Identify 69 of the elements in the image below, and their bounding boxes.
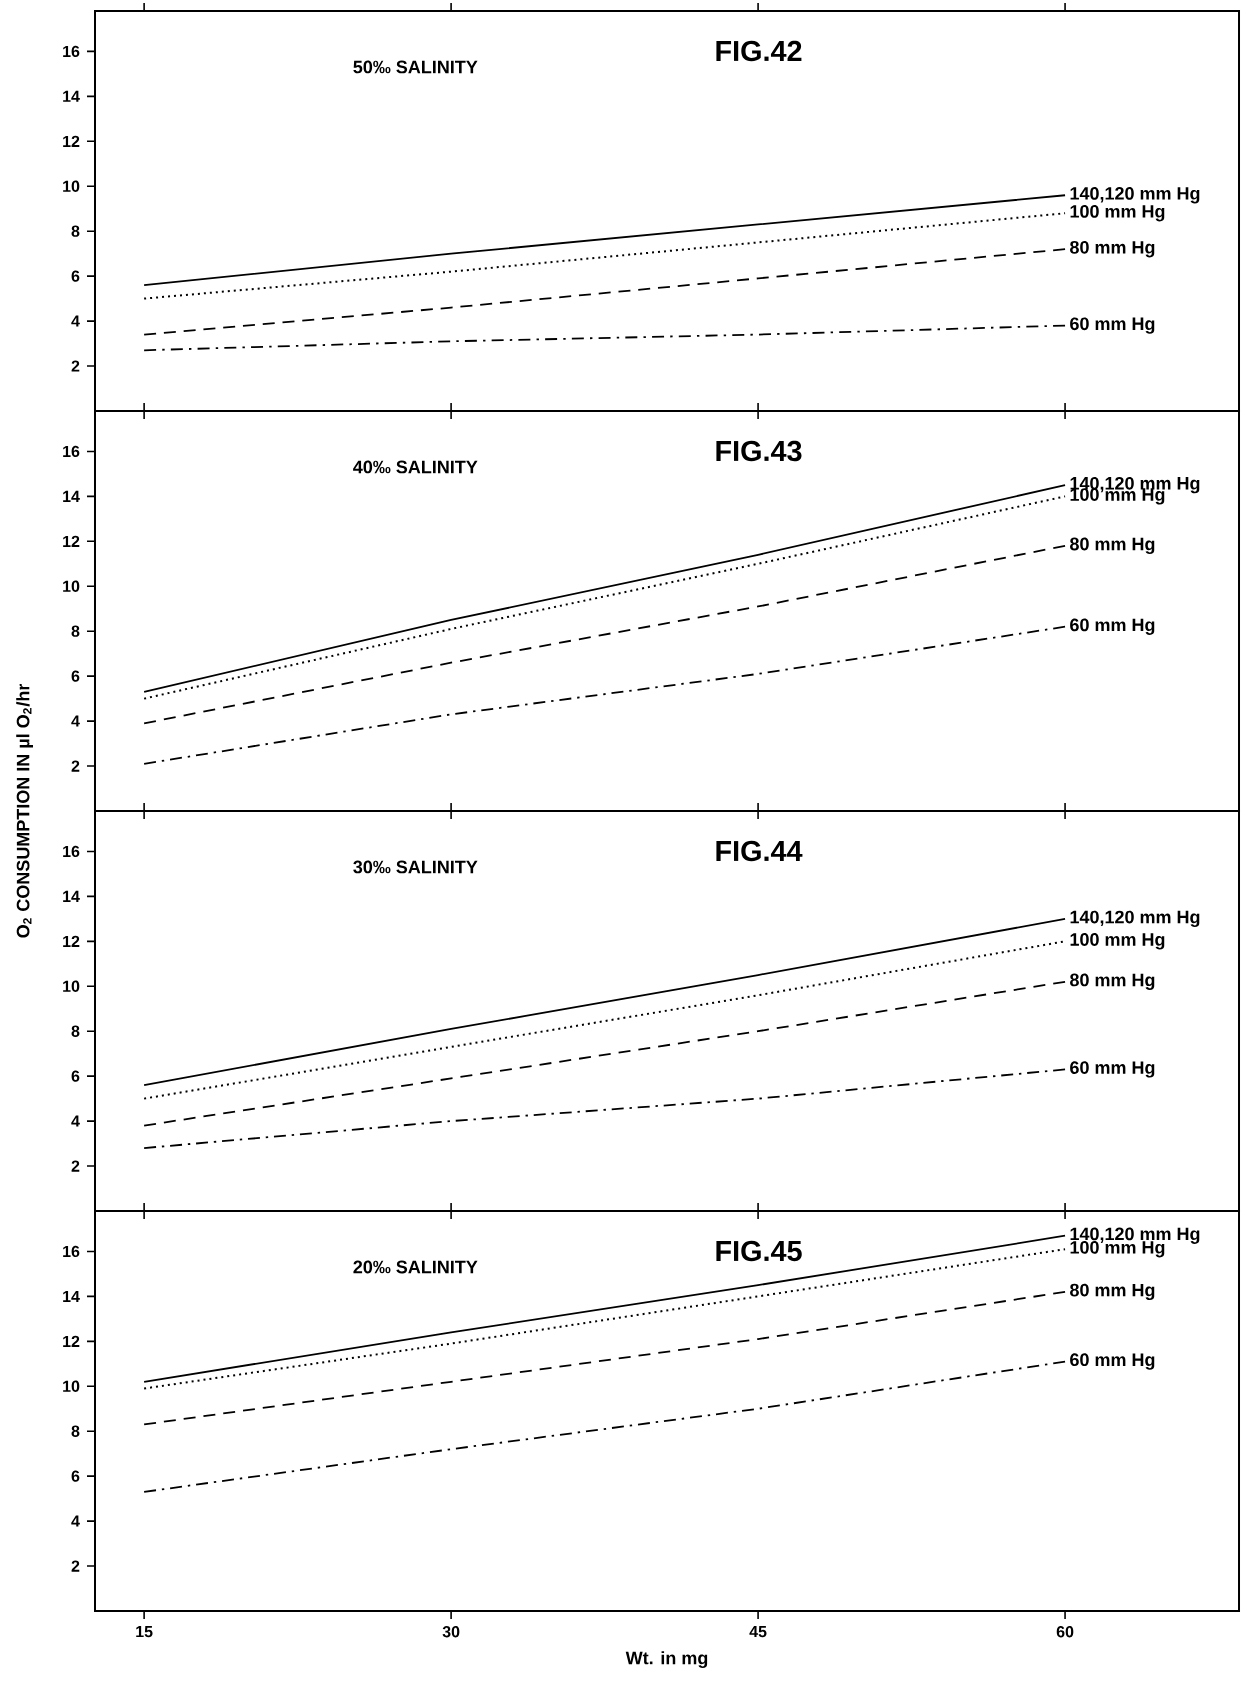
text: FIG.44 — [716, 840, 803, 862]
y-tick-label: 14 — [63, 890, 80, 902]
y-tick-label: 10 — [63, 1380, 80, 1392]
series-label: 100 mm Hg — [1070, 933, 1165, 950]
series-label: 80 mm Hg — [1070, 1283, 1155, 1301]
line-series — [143, 980, 1066, 1127]
series-label: 60 mm Hg — [1070, 1061, 1155, 1078]
y-tick-label: 6 — [71, 670, 80, 682]
series-label: 60 mm Hg — [1070, 1353, 1155, 1370]
text: FIG.43 — [716, 440, 802, 462]
text: 30‰ SALINITY — [353, 860, 478, 874]
y-tick-label: 8 — [71, 1425, 80, 1437]
line-series — [143, 917, 1066, 1087]
x-tick-label: 30 — [442, 1626, 460, 1638]
y-tick-label: 4 — [71, 315, 80, 327]
x-tick-label: 45 — [749, 1626, 767, 1638]
text: 40‰ SALINITY — [353, 460, 478, 474]
y-tick-label: 8 — [71, 625, 80, 637]
text: FIG.45 — [716, 1240, 802, 1262]
line-series — [143, 212, 1067, 300]
x-tick-label: 15 — [136, 1626, 153, 1638]
series-label: 80 mm Hg — [1070, 537, 1155, 555]
y-tick-label: 12 — [63, 135, 80, 147]
line-series — [143, 1068, 1066, 1149]
y-tick-label: 2 — [71, 1160, 80, 1172]
line-series — [143, 625, 1066, 765]
line-series — [143, 248, 1066, 336]
y-tick-label: 2 — [71, 1560, 80, 1572]
line-series — [143, 1360, 1066, 1493]
y-tick-label: 10 — [63, 980, 80, 992]
y-tick-label: 10 — [63, 580, 80, 592]
y-tick-label: 16 — [63, 845, 80, 858]
y-tick-label: 12 — [63, 935, 80, 947]
line-series — [143, 1290, 1066, 1426]
y-tick-label: 8 — [71, 1025, 80, 1037]
series-label: 140,120 mm Hg — [1070, 187, 1200, 204]
series-label: 80 mm Hg — [1070, 973, 1155, 990]
y-tick-label: 14 — [63, 1290, 80, 1302]
y-tick-label: 2 — [71, 760, 80, 772]
series-label: 80 mm Hg — [1070, 240, 1155, 258]
y-tick-label: 6 — [71, 1070, 80, 1082]
y-tick-label: 16 — [63, 1245, 80, 1258]
x-tick-label: 60 — [1056, 1626, 1074, 1638]
y-tick-label: 8 — [71, 225, 80, 237]
line-series — [143, 194, 1066, 287]
text: 20‰ SALINITY — [353, 1260, 478, 1274]
y-tick-label: 4 — [71, 1115, 80, 1127]
y-tick-label: 2 — [71, 360, 80, 372]
y-tick-label: 14 — [63, 90, 80, 102]
y-axis-title: O$_{2}$ CONSUMPTION IN µl O$_{2}$/hr — [16, 683, 33, 938]
series-label: 60 mm Hg — [1070, 618, 1155, 635]
series-label: 140,120 mm Hg — [1070, 910, 1200, 928]
y-tick-label: 4 — [71, 715, 80, 727]
y-tick-label: 12 — [63, 535, 80, 547]
text: FIG.42 — [716, 40, 802, 62]
x-axis-title: Wt. in mg — [625, 1651, 708, 1669]
y-tick-label: 4 — [71, 1515, 80, 1527]
line-series — [143, 544, 1066, 725]
y-tick-label: 16 — [63, 45, 80, 58]
y-tick-label: 12 — [63, 1335, 80, 1347]
text: 50‰ SALINITY — [353, 60, 478, 74]
line-series — [143, 324, 1066, 352]
y-tick-label: 14 — [63, 490, 80, 502]
series-label: 60 mm Hg — [1070, 317, 1155, 334]
y-tick-label: 10 — [63, 180, 80, 192]
y-tick-label: 16 — [63, 445, 80, 458]
y-tick-label: 6 — [71, 270, 80, 282]
y-tick-label: 6 — [71, 1470, 80, 1482]
series-label: 100 mm Hg — [1070, 205, 1165, 222]
